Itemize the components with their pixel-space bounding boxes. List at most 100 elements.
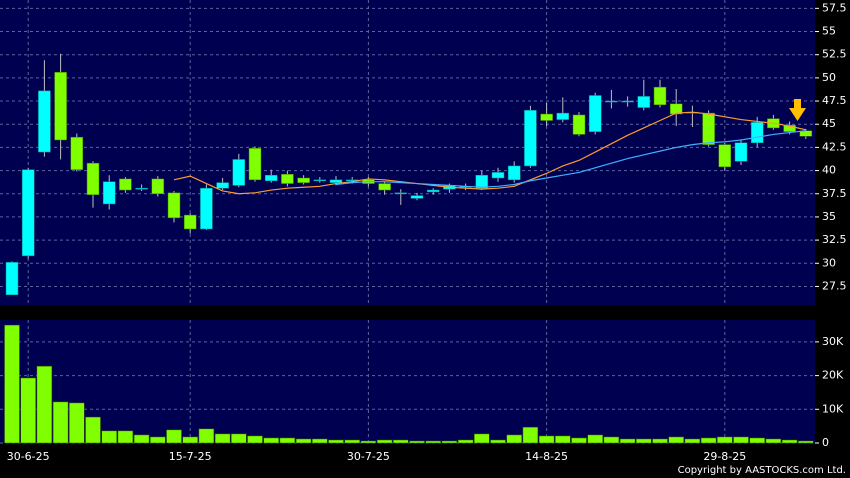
volume-bar — [555, 435, 571, 444]
price-panel — [0, 0, 815, 305]
volume-bar — [328, 439, 344, 444]
volume-bar — [571, 437, 587, 444]
candle-body — [702, 112, 715, 145]
volume-bar — [52, 401, 69, 444]
candle-body — [297, 177, 310, 183]
volume-bar — [490, 439, 506, 444]
volume-bar — [279, 437, 296, 444]
candle-body — [167, 192, 181, 219]
y-tick-label: 35 — [822, 210, 836, 223]
candle-body — [734, 142, 748, 162]
candle-body — [605, 100, 618, 103]
y-tick-label: 47.5 — [822, 94, 847, 107]
candle-body — [329, 179, 343, 183]
candle-body — [410, 195, 424, 199]
volume-bar — [587, 434, 603, 444]
y-tick-label: 27.5 — [822, 279, 847, 292]
copyright: Copyright by AASTOCKS.com Ltd. — [678, 465, 846, 476]
candle-body — [378, 183, 391, 191]
candle-body — [86, 162, 100, 195]
volume-bar — [198, 428, 215, 444]
y-tick-label: 37.5 — [822, 187, 847, 200]
y-tick-label: 0 — [822, 436, 829, 449]
candle-body — [38, 90, 51, 153]
candle-body — [248, 148, 262, 181]
candle-body — [426, 189, 440, 193]
volume-bar — [214, 433, 231, 444]
volume-bar — [717, 436, 733, 444]
volume-panel — [0, 320, 815, 443]
volume-bar — [700, 437, 717, 444]
x-tick-label: 29-8-25 — [703, 450, 746, 463]
moving-average-line — [173, 111, 806, 195]
candle-body — [475, 174, 489, 189]
x-tick-label: 15-7-25 — [169, 450, 212, 463]
candle-body — [783, 124, 796, 132]
candle-body — [572, 114, 586, 135]
volume-bar — [344, 439, 360, 444]
volume-bar — [425, 440, 441, 444]
volume-bar — [263, 437, 279, 444]
volume-bar — [247, 435, 263, 444]
x-tick-label: 30-6-25 — [7, 450, 50, 463]
candle-body — [313, 179, 327, 182]
volume-bar — [117, 430, 134, 444]
volume-bar — [133, 434, 150, 444]
x-tick-label: 30-7-25 — [347, 450, 390, 463]
y-tick-label: 45 — [822, 117, 836, 130]
candle-body — [718, 144, 732, 168]
candle-body — [524, 110, 537, 167]
candle-body — [491, 172, 505, 179]
arrow-marker — [789, 99, 806, 121]
volume-bar — [4, 324, 20, 444]
volume-bar — [441, 440, 458, 444]
candle-body — [70, 136, 84, 170]
candle-body — [264, 174, 278, 182]
volume-bar — [474, 433, 490, 444]
candle-body — [540, 113, 553, 121]
volume-bar — [684, 438, 701, 444]
volume-bar — [360, 440, 377, 444]
volume-bar — [733, 436, 749, 444]
candle-body — [588, 95, 602, 132]
y-tick-label: 50 — [822, 71, 836, 84]
candle-body — [556, 112, 570, 120]
candle-body — [21, 169, 35, 257]
y-tick-label: 30 — [822, 256, 836, 269]
candle-body — [216, 182, 229, 189]
volume-bar — [522, 426, 539, 444]
volume-bar — [765, 438, 782, 444]
candle-body — [135, 187, 148, 190]
y-tick-label: 30K — [822, 335, 844, 348]
candle-body — [394, 192, 408, 195]
candle-body — [653, 86, 667, 106]
volume-bar — [376, 439, 393, 444]
volume-bar — [36, 365, 53, 444]
candle-body — [54, 72, 67, 141]
volume-bar — [231, 433, 247, 444]
candle-body — [119, 178, 132, 191]
y-tick-label: 42.5 — [822, 140, 847, 153]
y-tick-label: 52.5 — [822, 48, 847, 61]
candle-body — [183, 214, 197, 230]
candle-body — [232, 159, 246, 186]
y-tick-label: 20K — [822, 369, 844, 382]
volume-bar — [101, 430, 117, 444]
volume-bar — [619, 438, 636, 444]
y-tick-label: 40 — [822, 164, 836, 177]
candle-body — [669, 103, 683, 115]
volume-bar — [652, 438, 668, 444]
y-tick-label: 55 — [822, 25, 836, 38]
volume-bar — [603, 436, 620, 444]
volume-bar — [150, 436, 166, 444]
candle-body — [507, 165, 521, 181]
volume-bar — [312, 438, 328, 444]
volume-bar — [749, 437, 765, 444]
candle-body — [102, 181, 116, 205]
y-tick-label: 32.5 — [822, 233, 847, 246]
volume-bar — [798, 440, 814, 444]
x-tick-label: 14-8-25 — [525, 450, 568, 463]
candle-body — [621, 100, 634, 103]
candle-body — [151, 178, 165, 195]
